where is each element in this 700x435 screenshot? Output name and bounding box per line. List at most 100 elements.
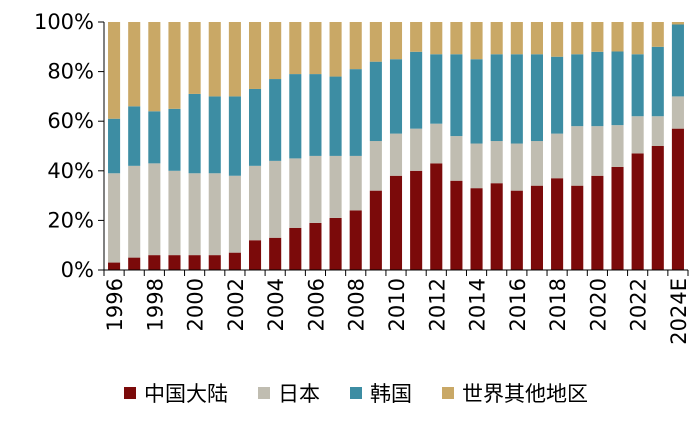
bar-segment-2008-s3 bbox=[349, 22, 362, 70]
bar-segment-2020-s2 bbox=[591, 51, 604, 127]
bar-segment-2015-s3 bbox=[490, 22, 503, 55]
bar-segment-2008-s1 bbox=[349, 155, 362, 211]
bar-segment-1996-s3 bbox=[108, 22, 121, 119]
bar-segment-2003-s3 bbox=[248, 22, 262, 89]
bar-segment-2022-s2 bbox=[631, 54, 644, 117]
bar-segment-2010-s0 bbox=[389, 175, 403, 270]
legend-label-3: 世界其他地区 bbox=[462, 382, 588, 406]
bar-segment-2014-s2 bbox=[470, 59, 483, 144]
bar-segment-2010-s2 bbox=[389, 59, 403, 134]
bar-segment-2004-s3 bbox=[269, 22, 282, 80]
bar-segment-2019-s0 bbox=[571, 185, 584, 270]
bar-segment-2001-s1 bbox=[208, 173, 221, 256]
legend: 中国大陆 日本 韩国 世界其他地区 bbox=[124, 382, 588, 406]
bar-segment-2009-s3 bbox=[369, 22, 382, 62]
bar-segment-2018-s2 bbox=[551, 56, 564, 134]
legend-label-1: 日本 bbox=[278, 382, 320, 406]
bar-segment-2007-s1 bbox=[329, 155, 342, 218]
legend-swatch-2 bbox=[350, 387, 362, 399]
bar-segment-2007-s0 bbox=[329, 217, 342, 270]
bar-segment-2007-s2 bbox=[329, 76, 342, 156]
bar-segment-2021-s0 bbox=[611, 166, 624, 270]
x-tick-label: 2010 bbox=[385, 278, 409, 331]
bar-segment-2024E-s0 bbox=[671, 128, 684, 270]
bar-segment-2018-s0 bbox=[551, 178, 564, 270]
bar-segment-2021-s1 bbox=[611, 125, 624, 167]
legend-swatch-0 bbox=[124, 387, 136, 399]
x-tick-label: 2008 bbox=[345, 278, 369, 331]
bar-segment-2021-s2 bbox=[611, 51, 624, 126]
bar-segment-1998-s1 bbox=[148, 163, 161, 256]
legend-swatch-1 bbox=[258, 387, 270, 399]
bar-segment-2016-s1 bbox=[510, 143, 523, 191]
bar-segment-2004-s2 bbox=[269, 79, 282, 161]
bar-segment-2005-s3 bbox=[289, 22, 302, 75]
bar-segment-2020-s0 bbox=[591, 175, 604, 270]
bar-segment-2017-s2 bbox=[530, 54, 543, 142]
bar-segment-2024E-s1 bbox=[671, 96, 684, 129]
legend-label-0: 中国大陆 bbox=[144, 382, 228, 406]
bar-segment-2012-s0 bbox=[430, 163, 443, 270]
bar-segment-2017-s0 bbox=[530, 185, 543, 270]
bar-segment-2003-s2 bbox=[248, 88, 262, 166]
bar-segment-2016-s3 bbox=[510, 22, 523, 55]
bar-segment-2011-s0 bbox=[410, 170, 423, 270]
bar-segment-2017-s1 bbox=[530, 141, 543, 186]
bar-segment-2022-s1 bbox=[631, 116, 644, 154]
bar-segment-2010-s1 bbox=[389, 133, 403, 176]
bar-segment-1999-s1 bbox=[168, 170, 181, 256]
bar-segment-1997-s2 bbox=[128, 106, 141, 166]
bar-segment-2002-s0 bbox=[228, 252, 241, 270]
x-tick-label: 2014 bbox=[466, 278, 490, 331]
bar-segment-2008-s0 bbox=[349, 210, 362, 270]
bar-segment-2000-s0 bbox=[188, 255, 201, 270]
bar-segment-1999-s0 bbox=[168, 255, 181, 270]
bar-segment-2002-s3 bbox=[228, 22, 241, 97]
bar-segment-2018-s3 bbox=[551, 22, 564, 57]
x-tick-label: 2024E bbox=[667, 278, 691, 345]
bar-segment-1999-s2 bbox=[168, 108, 181, 171]
legend-swatch-3 bbox=[442, 387, 454, 399]
bar-segment-2013-s0 bbox=[450, 180, 463, 270]
x-tick-label: 2004 bbox=[264, 278, 288, 331]
bar-segment-2016-s0 bbox=[510, 190, 523, 270]
x-tick-label: 1998 bbox=[143, 278, 167, 331]
y-tick-label: 0% bbox=[61, 258, 94, 282]
bar-segment-2024E-s2 bbox=[671, 24, 684, 97]
bar-segment-1998-s2 bbox=[148, 111, 161, 164]
x-tick-label: 2002 bbox=[224, 278, 248, 331]
bar-segment-2004-s0 bbox=[269, 237, 282, 270]
bar-segment-2012-s1 bbox=[430, 123, 443, 164]
bar-segment-2015-s2 bbox=[490, 54, 503, 142]
bar-segment-2024E-s3 bbox=[671, 22, 684, 25]
bar-segment-2013-s2 bbox=[450, 54, 463, 137]
bar-segment-2007-s3 bbox=[329, 22, 342, 77]
x-tick-label: 2022 bbox=[627, 278, 651, 331]
bar-segment-2000-s3 bbox=[188, 22, 201, 94]
bar-segment-2009-s0 bbox=[369, 190, 382, 270]
bar-segment-1997-s3 bbox=[128, 22, 141, 107]
bar-segment-2003-s1 bbox=[248, 165, 262, 241]
bar-segment-2005-s1 bbox=[289, 158, 302, 228]
bar-segment-2022-s0 bbox=[631, 153, 644, 270]
bar-segment-2002-s1 bbox=[228, 175, 241, 253]
bar-segment-2008-s2 bbox=[349, 69, 362, 156]
bar-segment-2012-s2 bbox=[430, 54, 443, 124]
bar-segment-2021-s3 bbox=[611, 22, 624, 52]
bar-segment-1999-s3 bbox=[168, 22, 181, 109]
bar-segment-2023-s3 bbox=[651, 22, 664, 47]
x-tick-label: 2018 bbox=[546, 278, 570, 331]
bar-segment-2001-s2 bbox=[208, 96, 221, 174]
x-tick-label: 2012 bbox=[425, 278, 449, 331]
bar-segment-2005-s0 bbox=[289, 227, 302, 270]
bar-segment-1997-s1 bbox=[128, 165, 141, 258]
legend-label-2: 韩国 bbox=[370, 382, 412, 406]
bar-segment-2023-s2 bbox=[651, 46, 664, 117]
bar-segment-2009-s1 bbox=[369, 141, 382, 191]
bar-segment-2019-s1 bbox=[571, 126, 584, 186]
y-tick-label: 100% bbox=[34, 10, 94, 34]
bar-segment-2006-s2 bbox=[309, 74, 322, 156]
y-tick-label: 40% bbox=[47, 159, 94, 183]
bar-segment-2011-s2 bbox=[410, 51, 423, 129]
